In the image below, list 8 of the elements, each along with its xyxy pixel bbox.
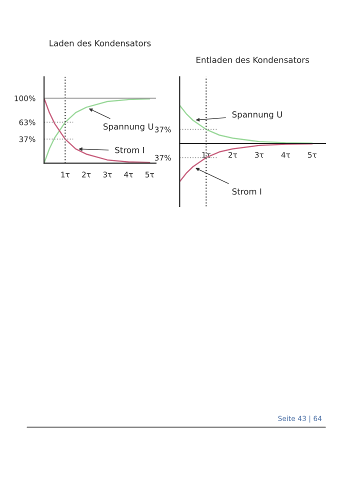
line-series [44,98,150,164]
series-label: Strom I [115,146,144,154]
chart-title: Entladen des Kondensators [196,56,309,64]
text: Strom I [232,188,262,195]
text: Spannung U [232,111,282,120]
text: Spannung U [104,123,154,132]
chart-title: Laden des Kondensators [50,40,151,46]
line-series [180,104,313,144]
